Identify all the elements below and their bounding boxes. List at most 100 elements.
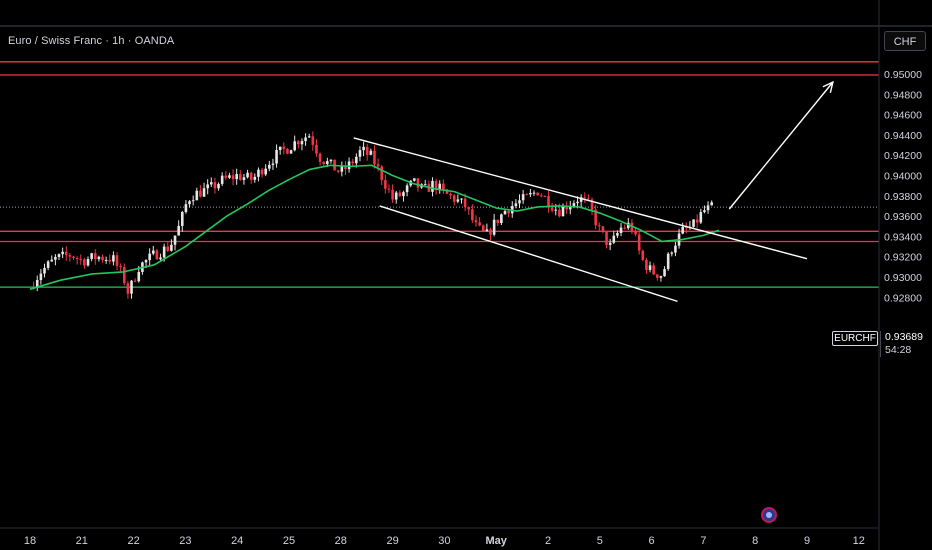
tradingview-ideas-icon[interactable] (761, 507, 777, 523)
candle-122 (474, 215, 478, 227)
candle-body-18 (97, 256, 101, 260)
candle-body-152 (583, 197, 587, 199)
candle-body-173 (659, 276, 663, 278)
candle-142 (547, 191, 550, 213)
candle-40 (177, 220, 180, 236)
candle-152 (583, 192, 587, 204)
candle-body-131 (507, 211, 510, 214)
candle-body-20 (104, 259, 108, 261)
candle-62 (257, 167, 260, 182)
candle-body-100 (394, 192, 398, 200)
candle-body-155 (594, 209, 597, 226)
candle-98 (387, 184, 391, 194)
candle-163 (623, 224, 626, 230)
candle-body-8 (61, 251, 64, 255)
candle-117 (456, 194, 460, 204)
candle-57 (239, 170, 242, 181)
y-tick-label-9: 0.93200 (884, 252, 922, 264)
candle-4 (46, 259, 50, 271)
candle-body-154 (590, 199, 594, 210)
candle-body-15 (86, 259, 90, 266)
candle-body-65 (268, 164, 271, 169)
candle-body-187 (710, 202, 713, 206)
candle-12 (75, 256, 79, 265)
candle-body-24 (119, 265, 122, 268)
candle-body-82 (329, 159, 333, 162)
candle-body-180 (685, 226, 688, 229)
symbol-title[interactable]: Euro / Swiss Franc · 1h · OANDA (8, 35, 175, 47)
moving-average (29, 164, 720, 290)
x-tick-label-1: 21 (76, 535, 88, 547)
candle-56 (235, 168, 238, 185)
candle-body-98 (387, 188, 391, 190)
candle-1 (35, 275, 39, 292)
candle-166 (634, 227, 637, 237)
candle-body-179 (681, 226, 684, 234)
candle-140 (539, 193, 543, 198)
candle-38 (170, 239, 173, 252)
candle-body-14 (83, 259, 86, 266)
candle-body-157 (601, 226, 605, 232)
candle-159 (608, 238, 612, 251)
candle-58 (242, 173, 246, 185)
candle-151 (579, 194, 583, 208)
candle-body-95 (376, 164, 380, 167)
candle-89 (355, 153, 358, 168)
candle-155 (594, 204, 597, 230)
projection-arrow-line (728, 81, 834, 210)
candle-13 (79, 254, 83, 265)
candle-70 (286, 148, 289, 155)
candle-body-32 (148, 253, 151, 261)
candle-72 (293, 135, 296, 152)
currency-button[interactable]: CHF (884, 31, 926, 51)
candle-105 (413, 178, 416, 182)
candle-120 (467, 206, 471, 215)
candle-body-172 (655, 274, 659, 278)
candle-body-171 (652, 265, 655, 275)
candle-body-89 (355, 156, 358, 164)
candle-body-77 (311, 136, 315, 145)
candle-body-21 (108, 259, 112, 262)
candle-body-103 (405, 185, 409, 193)
candle-14 (83, 257, 86, 269)
candle-body-75 (304, 137, 307, 142)
candle-body-46 (199, 190, 202, 197)
candle-43 (188, 199, 191, 208)
candle-body-6 (54, 256, 57, 260)
candle-61 (253, 173, 257, 183)
candle-88 (351, 159, 355, 167)
candle-184 (699, 208, 703, 224)
candle-5 (50, 255, 54, 262)
candle-172 (655, 274, 659, 281)
y-tick-label-4: 0.94200 (884, 150, 922, 162)
candle-167 (637, 230, 641, 255)
x-tick-label-4: 24 (231, 535, 243, 547)
candle-body-79 (318, 153, 322, 162)
candle-175 (666, 252, 670, 271)
candle-body-50 (213, 182, 217, 189)
x-tick-label-10: 2 (545, 535, 551, 547)
candle-55 (231, 169, 235, 186)
x-tick-label-3: 23 (179, 535, 191, 547)
candle-body-115 (449, 193, 452, 196)
candle-19 (101, 254, 104, 263)
candle-100 (394, 190, 398, 204)
candle-162 (619, 223, 623, 237)
candle-body-39 (173, 235, 177, 245)
candle-body-121 (471, 209, 474, 221)
candle-22 (112, 251, 115, 266)
x-tick-label-9: May (485, 535, 507, 547)
candle-94 (373, 145, 376, 169)
candle-body-45 (195, 190, 199, 201)
candle-160 (612, 230, 616, 245)
candle-body-169 (645, 259, 648, 270)
candle-32 (148, 248, 151, 266)
y-tick-label-2: 0.94600 (884, 110, 922, 122)
candle-134 (518, 194, 521, 209)
candle-body-38 (170, 244, 173, 251)
candle-body-113 (442, 183, 445, 190)
candle-body-143 (550, 207, 554, 211)
candle-body-48 (206, 184, 209, 189)
